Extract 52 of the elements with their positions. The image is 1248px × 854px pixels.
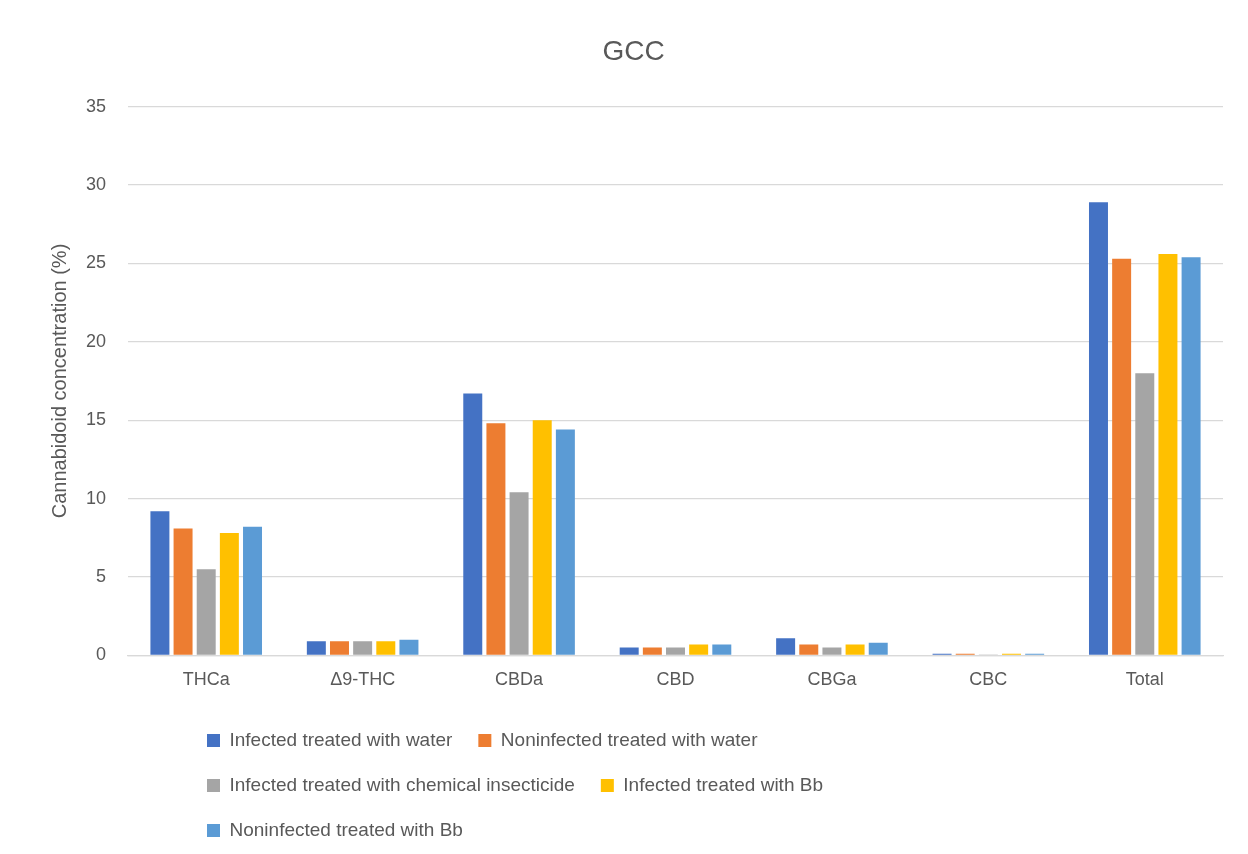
y-tick-label: 10 bbox=[85, 487, 106, 508]
y-tick-label: 20 bbox=[85, 330, 106, 351]
x-tick-label: CBC bbox=[969, 669, 1008, 690]
x-tick-label: Total bbox=[1125, 669, 1164, 690]
bar bbox=[306, 641, 326, 655]
y-tick-label: 30 bbox=[85, 173, 106, 194]
legend-label: Noninfected treated with water bbox=[500, 728, 759, 750]
bar bbox=[845, 644, 865, 655]
x-tick-label: CBD bbox=[656, 669, 695, 690]
bar bbox=[1112, 258, 1132, 655]
legend-label: Infected treated with Bb bbox=[623, 773, 823, 795]
bar bbox=[1158, 253, 1178, 655]
bar bbox=[330, 641, 349, 655]
x-tick-label: CBDa bbox=[495, 669, 545, 690]
bar bbox=[243, 526, 263, 655]
x-tick-label: THCa bbox=[182, 669, 231, 690]
legend-label: Noninfected treated with Bb bbox=[229, 818, 463, 840]
y-tick-label: 0 bbox=[95, 644, 106, 665]
x-tick-label: Δ9-THC bbox=[330, 669, 396, 690]
bar bbox=[799, 644, 819, 655]
bar bbox=[509, 492, 529, 655]
bar bbox=[376, 641, 396, 655]
bar bbox=[463, 393, 483, 655]
y-tick-label: 25 bbox=[85, 252, 106, 273]
bar bbox=[353, 641, 373, 655]
bar bbox=[712, 644, 732, 655]
bar bbox=[666, 647, 685, 655]
legend-label: Infected treated with chemical insecticide bbox=[229, 773, 575, 795]
bar bbox=[150, 511, 170, 655]
bar bbox=[822, 647, 842, 655]
y-tick-label: 35 bbox=[85, 95, 106, 116]
y-axis-title: Cannabidoid concentration (%) bbox=[47, 243, 70, 519]
y-tick-label: 5 bbox=[95, 565, 106, 586]
y-tick-label: 15 bbox=[85, 409, 106, 430]
bar bbox=[399, 639, 419, 655]
bar bbox=[555, 429, 575, 655]
bar bbox=[196, 569, 216, 655]
bar bbox=[1088, 202, 1108, 655]
bar bbox=[219, 533, 239, 655]
bar bbox=[532, 420, 552, 655]
bar bbox=[1181, 257, 1201, 655]
legend-label: Infected treated with water bbox=[229, 728, 454, 750]
bar bbox=[619, 647, 639, 655]
bar bbox=[486, 423, 506, 655]
bar bbox=[173, 528, 193, 655]
bar bbox=[642, 647, 662, 655]
chart-title: GCC bbox=[602, 34, 665, 66]
x-tick-label: CBGa bbox=[807, 669, 858, 690]
bar bbox=[776, 638, 796, 655]
bar bbox=[689, 644, 709, 655]
bar bbox=[1135, 373, 1155, 655]
bar bbox=[868, 642, 888, 655]
